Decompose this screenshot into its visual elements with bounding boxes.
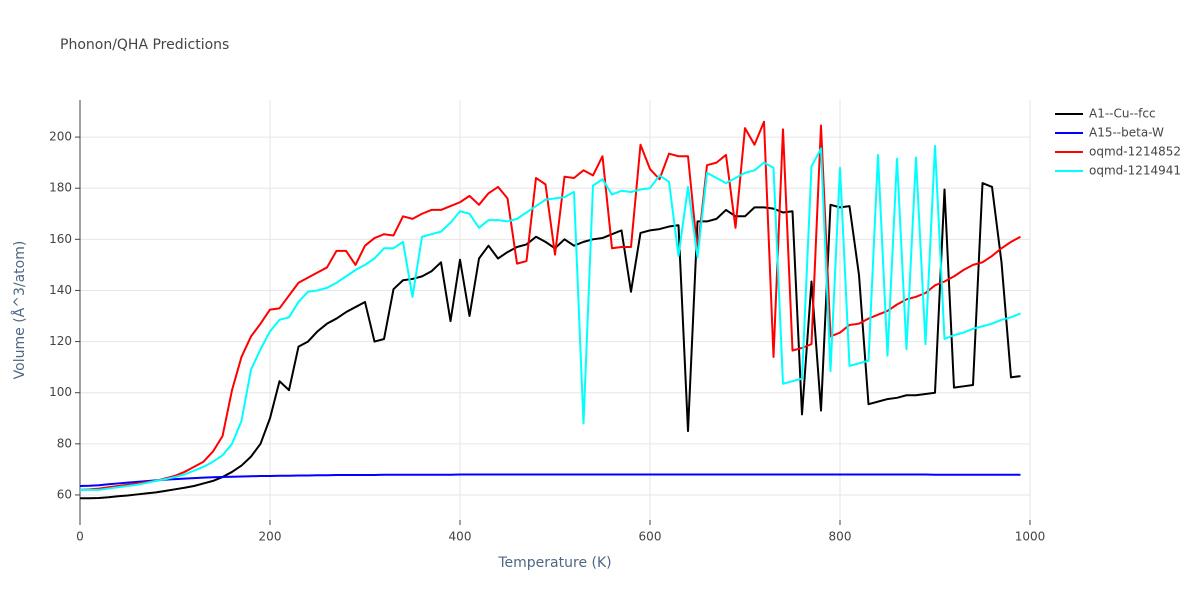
line-series <box>80 145 1021 491</box>
legend-label: oqmd-1214941 <box>1089 164 1181 178</box>
y-tick-label: 140 <box>49 283 72 297</box>
y-tick-label: 160 <box>49 232 72 246</box>
line-series <box>79 473 1021 487</box>
x-axis-title: Temperature (K) <box>497 555 611 571</box>
legend-label: A1--Cu--fcc <box>1089 107 1156 121</box>
y-tick-label: 100 <box>49 385 72 399</box>
x-tick-label: 200 <box>259 530 282 544</box>
y-tick-label: 80 <box>57 436 72 450</box>
legend-label: A15--beta-W <box>1089 126 1164 140</box>
x-tick-label: 800 <box>829 530 852 544</box>
legend-label: oqmd-1214852 <box>1089 145 1181 159</box>
y-tick-label: 200 <box>49 130 72 144</box>
y-axis-title: Volume (Å^3/atom) <box>11 241 28 380</box>
y-tick-label: 60 <box>57 487 72 501</box>
x-tick-label: 0 <box>76 530 84 544</box>
y-tick-label: 120 <box>49 334 72 348</box>
chart-title: Phonon/QHA Predictions <box>60 37 229 53</box>
y-tick-label: 180 <box>49 181 72 195</box>
line-series <box>79 120 1021 491</box>
x-tick-label: 600 <box>639 530 662 544</box>
x-tick-label: 1000 <box>1015 530 1046 544</box>
line-series <box>80 182 1021 500</box>
x-tick-label: 400 <box>449 530 472 544</box>
